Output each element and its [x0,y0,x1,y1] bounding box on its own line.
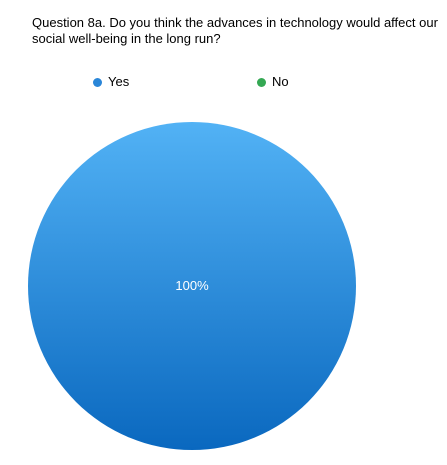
chart-title: Question 8a. Do you think the advances i… [32,15,438,46]
legend-label-yes: Yes [108,74,130,89]
legend-item-yes: Yes [93,74,129,90]
pie-slice-yes [28,122,356,450]
legend-item-no: No [257,74,289,90]
legend-swatch-no [257,77,266,87]
legend-swatch-yes [93,77,102,87]
pie-label-yes: 100% [175,278,209,293]
legend-label-no: No [272,74,289,89]
